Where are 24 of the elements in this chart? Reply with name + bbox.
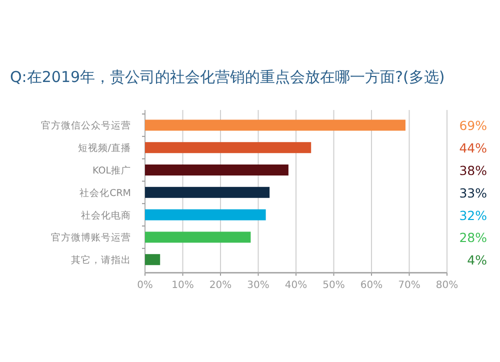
data-label: 44% [459, 140, 488, 156]
x-tick-label: 80% [436, 280, 458, 291]
y-tick-label: 社会化电商 [81, 209, 131, 222]
x-tick-label: 40% [284, 280, 308, 291]
y-tick-label: 其它，请指出 [71, 254, 131, 266]
y-tick-label: 社会化CRM [80, 186, 131, 199]
x-tick-label: 50% [322, 280, 345, 291]
y-tick-label: KOL推广 [92, 164, 131, 176]
x-tick-label: 0% [137, 280, 153, 291]
x-tick-label: 20% [209, 280, 232, 291]
x-tick-label: 30% [247, 280, 270, 291]
y-tick-label: 短视频/直播 [78, 142, 131, 154]
title: Q:在2019年，贵公司的社会化营销的重点会放在哪一方面?(多选) [10, 68, 445, 86]
x-tick-label: 70% [398, 280, 420, 291]
data-label: 69% [459, 118, 488, 134]
data-label: 28% [459, 230, 488, 246]
x-tick-label: 10% [172, 280, 194, 291]
x-tick-label: 60% [360, 280, 383, 291]
y-tick-label: 官方微信公众号运营 [41, 120, 131, 132]
data-label: 33% [459, 185, 488, 200]
data-label: 4% [467, 252, 488, 268]
data-label: 38% [459, 163, 488, 178]
data-label: 32% [459, 208, 488, 223]
y-tick-label: 官方微博账号运营 [51, 232, 131, 244]
